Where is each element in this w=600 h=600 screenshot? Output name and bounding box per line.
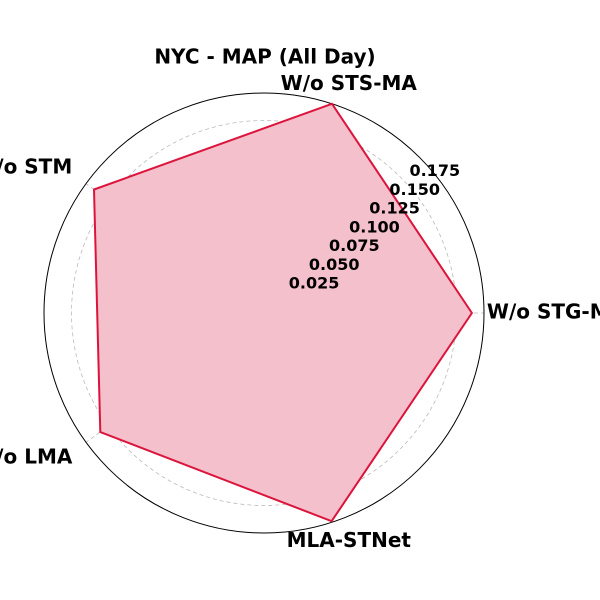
- category-label: W/o STM: [0, 154, 72, 178]
- category-label: W/o LMA: [0, 445, 73, 469]
- area: [94, 103, 472, 522]
- category-label: MLA-STNet: [287, 528, 412, 552]
- r-tick-label: 0.075: [329, 236, 380, 255]
- r-tick-label: 0.175: [409, 161, 460, 180]
- outer-circle: [43, 92, 485, 534]
- r-tick-label: 0.125: [369, 199, 420, 218]
- r-tick-label: 0.150: [389, 180, 440, 199]
- category-label: W/o STS-MA: [281, 71, 418, 95]
- line: [92, 102, 474, 523]
- r-tick-label: 0.100: [349, 217, 400, 236]
- r-tick-label: 0.025: [289, 274, 340, 293]
- chart-title: NYC - MAP (All Day): [154, 45, 375, 69]
- category-label: W/o STG-MA: [487, 300, 600, 324]
- r-tick-label: 0.050: [309, 255, 360, 274]
